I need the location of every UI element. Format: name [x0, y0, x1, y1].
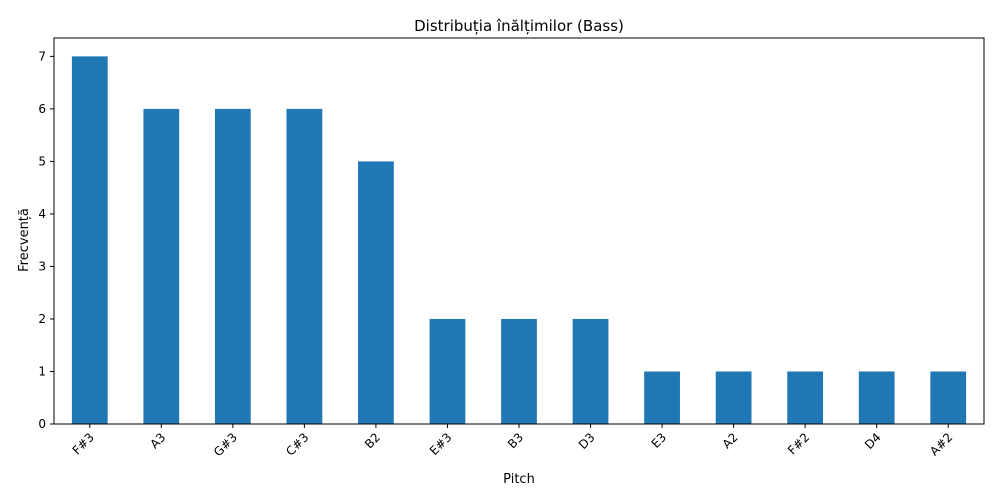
- y-tick-label: 1: [38, 364, 46, 378]
- x-tick-label: B2: [362, 430, 383, 451]
- y-axis-label: Frecvență: [17, 208, 32, 272]
- y-tick-label: 5: [38, 154, 46, 168]
- bar-b3: [501, 318, 537, 424]
- x-axis-ticks: F#3 A3 G#3 C#3 B2 E#3 B3 D3 E3 A2 F#2 D4 A#2: [70, 424, 955, 459]
- x-tick-label: F#3: [70, 430, 97, 457]
- x-tick-label: A2: [720, 430, 741, 451]
- x-tick-label: A#2: [927, 430, 955, 458]
- x-tick-label: F#2: [785, 430, 812, 457]
- bar-esharp3: [429, 318, 466, 424]
- x-axis-label: Pitch: [503, 472, 535, 487]
- bar-a3: [143, 108, 180, 425]
- y-tick-label: 7: [38, 49, 46, 63]
- x-tick-label: G#3: [211, 430, 240, 459]
- x-tick-label: D4: [862, 430, 884, 452]
- bar-gsharp3: [214, 108, 251, 425]
- bar-fsharp3: [71, 56, 108, 424]
- y-tick-label: 3: [38, 259, 46, 273]
- bar-csharp3: [286, 108, 323, 425]
- x-tick-label: E#3: [427, 430, 455, 458]
- bar-a2: [715, 371, 752, 424]
- bar-asharp2: [930, 371, 967, 424]
- bar-b2: [358, 161, 394, 424]
- y-tick-label: 4: [38, 207, 46, 221]
- x-tick-label: A3: [147, 430, 168, 451]
- x-tick-label: E3: [649, 430, 670, 451]
- y-tick-label: 0: [38, 417, 46, 431]
- bar-fsharp2: [787, 371, 824, 424]
- x-tick-label: C#3: [283, 430, 311, 458]
- bar-d4: [858, 371, 895, 424]
- x-tick-label: D3: [576, 430, 598, 452]
- y-axis-ticks: 0 1 2 3 4 5 6 7: [38, 49, 54, 431]
- bar-d3: [572, 318, 609, 424]
- y-tick-label: 2: [38, 312, 46, 326]
- chart-title: Distribuția înălțimilor (Bass): [414, 17, 624, 35]
- bar-e3: [644, 371, 680, 424]
- bars-layer: [71, 56, 967, 425]
- x-tick-label: B3: [505, 430, 526, 451]
- y-tick-label: 6: [38, 102, 46, 116]
